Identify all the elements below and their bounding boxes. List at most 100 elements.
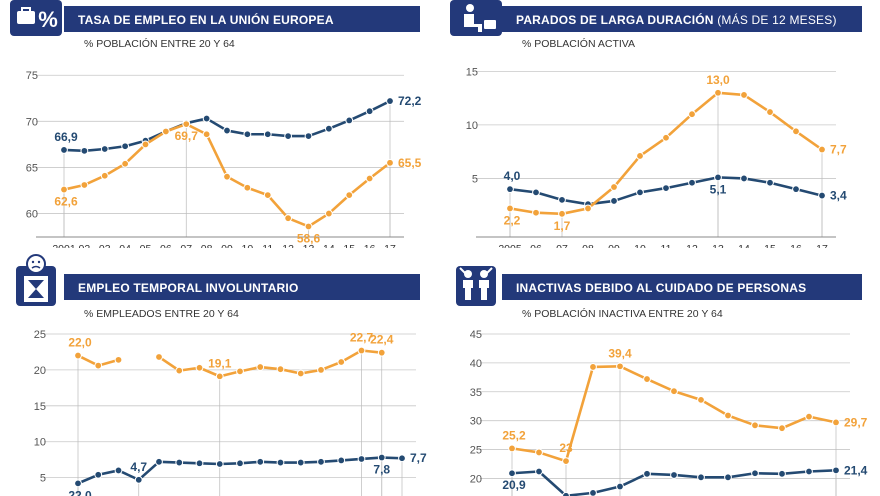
data-point xyxy=(202,114,211,123)
data-point xyxy=(688,110,696,119)
x-tick-label: 17 xyxy=(816,243,828,248)
data-point xyxy=(818,191,826,200)
data-label: 20,9 xyxy=(502,478,526,492)
data-point xyxy=(832,418,840,427)
y-tick-label: 10 xyxy=(466,120,478,132)
seated-person-briefcase-icon xyxy=(450,0,502,36)
data-label: 4,0 xyxy=(504,169,521,183)
data-point xyxy=(100,145,109,153)
x-tick-label: 13 xyxy=(712,243,724,248)
data-point xyxy=(182,120,191,128)
x-tick-label: 12 xyxy=(282,243,294,248)
data-point xyxy=(562,491,570,496)
data-point xyxy=(357,455,366,463)
data-point xyxy=(357,346,366,355)
data-point xyxy=(74,351,82,360)
data-point xyxy=(377,348,386,357)
x-tick-label: 15 xyxy=(764,243,776,248)
panel-employment-rate: TASA DE EMPLEO EN LA UNIÓN EUROPEA % % P… xyxy=(0,0,440,248)
panel-inactive-care: INACTIVAS DEBIDO AL CUIDADO DE PERSONAS … xyxy=(440,248,880,496)
data-point xyxy=(558,195,566,204)
data-point xyxy=(236,367,244,376)
data-point xyxy=(155,457,163,466)
data-point xyxy=(324,124,333,133)
y-tick-label: 25 xyxy=(470,445,482,457)
data-label: 65,5 xyxy=(398,156,422,170)
data-point xyxy=(616,362,624,371)
data-point xyxy=(223,172,231,181)
x-tick-label: 02 xyxy=(79,243,91,248)
y-tick-label: 45 xyxy=(470,329,482,341)
data-point xyxy=(276,458,285,467)
data-point xyxy=(616,482,624,491)
data-point xyxy=(74,479,82,488)
data-point xyxy=(398,454,406,463)
data-point xyxy=(80,146,89,155)
data-point xyxy=(805,467,813,476)
data-point xyxy=(832,466,840,475)
panel-long-term-unemployed: PARADOS DE LARGA DURACIÓN (MÁS DE 12 MES… xyxy=(440,0,880,248)
x-tick-label: 10 xyxy=(242,243,254,248)
data-point xyxy=(506,185,514,194)
data-label: 22,4 xyxy=(370,333,394,347)
x-tick-label: 2005 xyxy=(498,243,522,248)
data-label: 58,6 xyxy=(297,231,321,245)
chart-title: INACTIVAS DEBIDO AL CUIDADO DE PERSONAS xyxy=(516,281,807,295)
data-point xyxy=(386,97,394,105)
data-point xyxy=(337,456,346,465)
x-tick-label: 2001 xyxy=(52,243,76,248)
data-point xyxy=(636,188,644,197)
data-point xyxy=(141,140,150,149)
header-bar: EMPLEO TEMPORAL INVOLUNTARIO xyxy=(64,274,420,300)
data-point xyxy=(724,473,732,482)
data-point xyxy=(535,448,543,457)
series-line xyxy=(509,91,823,216)
y-tick-label: 5 xyxy=(40,473,46,485)
data-point xyxy=(589,363,597,371)
data-point xyxy=(276,365,285,374)
data-point xyxy=(175,458,184,467)
data-point xyxy=(161,127,170,136)
data-point xyxy=(256,457,265,466)
x-tick-label: 08 xyxy=(582,243,594,248)
data-point xyxy=(195,363,204,372)
data-point xyxy=(751,469,759,478)
involuntary-temporary-chart: 2520151052001020304050607080910111213141… xyxy=(34,329,427,496)
x-tick-label: 14 xyxy=(323,243,335,248)
data-label: 19,1 xyxy=(208,356,232,370)
data-label: 29,7 xyxy=(844,415,868,429)
data-point xyxy=(662,184,670,192)
y-tick-label: 75 xyxy=(26,70,38,82)
data-point xyxy=(636,152,644,160)
data-point xyxy=(386,158,394,167)
data-point xyxy=(643,469,651,478)
data-label: 5,1 xyxy=(710,182,727,196)
data-point xyxy=(243,183,252,192)
header-bar: INACTIVAS DEBIDO AL CUIDADO DE PERSONAS xyxy=(502,274,862,300)
data-point xyxy=(256,363,265,371)
y-tick-label: 20 xyxy=(470,473,482,485)
data-point xyxy=(584,204,592,213)
data-point xyxy=(714,88,722,97)
x-tick-label: 09 xyxy=(608,243,620,248)
chart-title-main: PARADOS DE LARGA DURACIÓN xyxy=(516,13,714,27)
long-term-unemployed-chart: 15 10 5 2005 06 07 08 09 10 11 12 13 14 15 16 17 4,0 5,1 3… xyxy=(466,66,847,248)
y-tick-label: 25 xyxy=(34,329,46,341)
data-point xyxy=(506,204,514,213)
data-label: 1,7 xyxy=(554,219,571,233)
briefcase-percent-icon: % xyxy=(10,0,62,36)
data-label: 13,0 xyxy=(706,73,730,87)
y-tick-label: 15 xyxy=(466,66,478,78)
x-tick-label: 08 xyxy=(201,243,213,248)
y-tick-label: 10 xyxy=(34,437,46,449)
data-point xyxy=(296,458,305,467)
data-point xyxy=(175,366,184,375)
employment-rate-chart: 75 70 65 60 200102 03 04 05 06 07 08 09 10 11 12 13 14 15… xyxy=(26,70,422,248)
y-tick-label: 40 xyxy=(470,358,482,370)
data-point xyxy=(263,191,272,200)
data-point xyxy=(562,457,570,466)
data-point xyxy=(114,355,123,364)
x-tick-label: 07 xyxy=(180,243,192,248)
data-point xyxy=(195,459,204,468)
data-point xyxy=(643,375,651,383)
